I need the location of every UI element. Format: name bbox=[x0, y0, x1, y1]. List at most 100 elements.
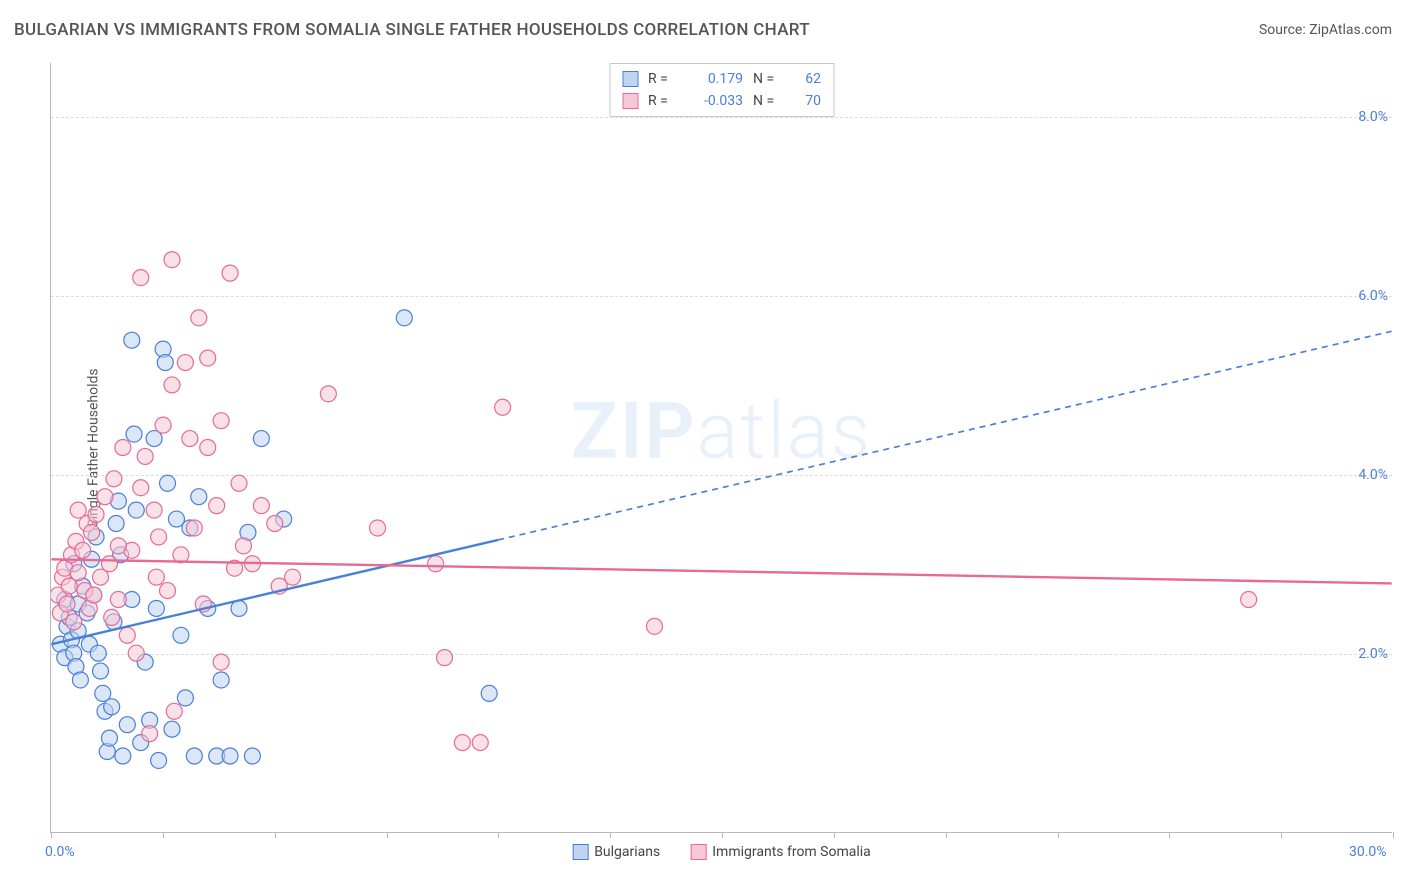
data-point bbox=[191, 489, 207, 505]
data-point bbox=[142, 726, 158, 742]
data-point bbox=[285, 569, 301, 585]
stats-row-1: R = 0.179 N = 62 bbox=[622, 68, 821, 90]
data-point bbox=[110, 538, 126, 554]
x-tick bbox=[610, 832, 611, 838]
data-point bbox=[231, 475, 247, 491]
data-point bbox=[110, 592, 126, 608]
x-tick bbox=[275, 832, 276, 838]
data-point bbox=[133, 270, 149, 286]
data-point bbox=[370, 520, 386, 536]
data-point bbox=[164, 377, 180, 393]
data-point bbox=[157, 355, 173, 371]
data-point bbox=[119, 627, 135, 643]
data-point bbox=[151, 529, 167, 545]
data-point bbox=[495, 399, 511, 415]
data-point bbox=[106, 471, 122, 487]
data-point bbox=[160, 475, 176, 491]
data-point bbox=[88, 507, 104, 523]
data-point bbox=[191, 310, 207, 326]
chart-title: BULGARIAN VS IMMIGRANTS FROM SOMALIA SIN… bbox=[14, 20, 810, 40]
x-tick bbox=[1281, 832, 1282, 838]
data-point bbox=[209, 498, 225, 514]
x-tick bbox=[834, 832, 835, 838]
data-point bbox=[186, 520, 202, 536]
x-tick-label: 0.0% bbox=[45, 844, 75, 860]
stats-box: R = 0.179 N = 62 R = -0.033 N = 70 bbox=[609, 63, 834, 117]
data-point bbox=[137, 448, 153, 464]
data-point bbox=[115, 748, 131, 764]
data-point bbox=[222, 748, 238, 764]
data-point bbox=[472, 735, 488, 751]
data-point bbox=[244, 748, 260, 764]
data-point bbox=[108, 516, 124, 532]
data-point bbox=[428, 556, 444, 572]
data-point bbox=[481, 685, 497, 701]
data-point bbox=[213, 654, 229, 670]
x-tick bbox=[946, 832, 947, 838]
data-point bbox=[124, 332, 140, 348]
data-point bbox=[66, 614, 82, 630]
swatch-blue-icon bbox=[622, 71, 638, 87]
swatch-pink-icon bbox=[690, 844, 706, 860]
data-point bbox=[213, 672, 229, 688]
data-point bbox=[75, 542, 91, 558]
swatch-blue-icon bbox=[572, 844, 588, 860]
data-point bbox=[148, 569, 164, 585]
trend-line-dashed bbox=[498, 331, 1392, 540]
chart-container: Single Father Households ZIPatlas R = 0.… bbox=[50, 63, 1392, 833]
stats-row-2: R = -0.033 N = 70 bbox=[622, 90, 821, 112]
data-point bbox=[104, 699, 120, 715]
data-point bbox=[128, 502, 144, 518]
swatch-pink-icon bbox=[622, 93, 638, 109]
data-point bbox=[213, 413, 229, 429]
chart-header: BULGARIAN VS IMMIGRANTS FROM SOMALIA SIN… bbox=[14, 20, 1392, 40]
data-point bbox=[128, 645, 144, 661]
x-tick bbox=[1393, 832, 1394, 838]
legend-item-1: Bulgarians bbox=[572, 844, 660, 860]
data-point bbox=[90, 645, 106, 661]
x-tick bbox=[51, 832, 52, 838]
data-point bbox=[133, 480, 149, 496]
data-point bbox=[437, 650, 453, 666]
x-tick-label: 30.0% bbox=[1349, 844, 1387, 860]
data-point bbox=[396, 310, 412, 326]
data-point bbox=[267, 516, 283, 532]
data-point bbox=[104, 609, 120, 625]
data-point bbox=[200, 440, 216, 456]
data-point bbox=[164, 721, 180, 737]
scatter-plot-svg bbox=[51, 63, 1392, 832]
data-point bbox=[253, 498, 269, 514]
data-point bbox=[320, 386, 336, 402]
data-point bbox=[146, 502, 162, 518]
chart-source: Source: ZipAtlas.com bbox=[1259, 22, 1392, 38]
data-point bbox=[97, 489, 113, 505]
data-point bbox=[222, 265, 238, 281]
data-point bbox=[126, 426, 142, 442]
data-point bbox=[186, 748, 202, 764]
data-point bbox=[177, 690, 193, 706]
legend-item-2: Immigrants from Somalia bbox=[690, 844, 871, 860]
x-tick bbox=[1058, 832, 1059, 838]
data-point bbox=[84, 524, 100, 540]
data-point bbox=[1241, 592, 1257, 608]
data-point bbox=[72, 672, 88, 688]
data-point bbox=[177, 355, 193, 371]
data-point bbox=[119, 717, 135, 733]
data-point bbox=[235, 538, 251, 554]
data-point bbox=[173, 627, 189, 643]
data-point bbox=[115, 440, 131, 456]
data-point bbox=[70, 502, 86, 518]
x-tick bbox=[1169, 832, 1170, 838]
data-point bbox=[151, 752, 167, 768]
x-tick bbox=[498, 832, 499, 838]
data-point bbox=[200, 350, 216, 366]
data-point bbox=[86, 587, 102, 603]
data-point bbox=[166, 703, 182, 719]
data-point bbox=[59, 596, 75, 612]
x-tick bbox=[387, 832, 388, 838]
data-point bbox=[155, 417, 171, 433]
data-point bbox=[160, 583, 176, 599]
data-point bbox=[148, 600, 164, 616]
plot-area: ZIPatlas R = 0.179 N = 62 R = -0.033 N =… bbox=[50, 63, 1392, 833]
data-point bbox=[101, 556, 117, 572]
